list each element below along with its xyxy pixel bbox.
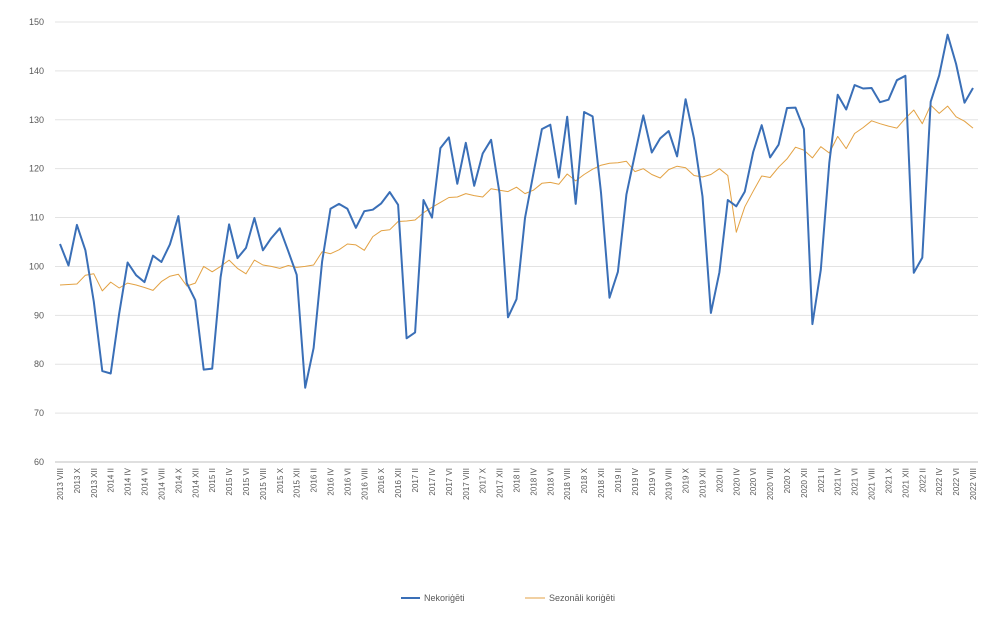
x-tick-label: 2018 X [580, 467, 589, 493]
x-tick-label: 2021 IV [834, 467, 843, 495]
legend-label-nekorigeti: Nekoriģēti [424, 593, 465, 603]
y-tick-label: 110 [30, 213, 44, 223]
x-tick-label: 2014 VIII [157, 468, 166, 500]
x-tick-label: 2017 IV [428, 467, 437, 495]
x-tick-label: 2022 VI [952, 468, 961, 496]
y-tick-label: 70 [34, 408, 44, 418]
x-tick-label: 2020 IV [732, 467, 741, 495]
y-tick-label: 140 [29, 66, 44, 76]
x-tick-label: 2016 X [377, 467, 386, 493]
y-axis-ticks: 60 70 80 90 100 110 120 130 140 150 [29, 17, 44, 467]
y-tick-label: 80 [34, 359, 44, 369]
y-tick-label: 150 [29, 17, 44, 27]
y-tick-label: 90 [34, 310, 44, 320]
x-tick-label: 2020 VIII [766, 468, 775, 500]
x-tick-label: 2013 XII [90, 468, 99, 498]
x-tick-label: 2022 IV [935, 467, 944, 495]
legend: Nekoriģēti Sezonāli koriģēti [401, 593, 615, 603]
x-tick-label: 2022 II [918, 468, 927, 492]
x-tick-label: 2021 VIII [868, 468, 877, 500]
x-tick-label: 2013 VIII [56, 468, 65, 500]
x-tick-label: 2020 II [715, 468, 724, 492]
x-tick-label: 2019 X [682, 467, 691, 493]
x-tick-label: 2017 II [411, 468, 420, 492]
x-tick-label: 2014 II [107, 468, 116, 492]
x-tick-label: 2017 X [479, 467, 488, 493]
x-tick-label: 2018 VI [546, 468, 555, 496]
x-tick-label: 2015 VI [242, 468, 251, 496]
y-tick-label: 60 [34, 457, 44, 467]
x-tick-label: 2014 IV [124, 467, 133, 495]
x-tick-label: 2015 X [276, 467, 285, 493]
x-tick-label: 2014 VI [141, 468, 150, 496]
x-tick-label: 2015 XII [293, 468, 302, 498]
x-axis-ticks: 2013 VIII 2013 X 2013 XII 2014 II 2014 IV 201… [56, 467, 978, 500]
x-tick-label: 2017 VI [445, 468, 454, 496]
x-tick-label: 2019 XII [698, 468, 707, 498]
legend-label-sezonali-korigeti: Sezonāli koriģēti [549, 593, 615, 603]
x-tick-label: 2014 XII [191, 468, 200, 498]
x-tick-label: 2016 XII [394, 468, 403, 498]
x-tick-label: 2016 II [310, 468, 319, 492]
x-tick-label: 2019 VI [648, 468, 657, 496]
x-tick-label: 2021 XII [901, 468, 910, 498]
y-tick-label: 130 [29, 115, 44, 125]
x-tick-label: 2020 VI [749, 468, 758, 496]
x-tick-label: 2019 VIII [665, 468, 674, 500]
x-tick-label: 2013 X [73, 467, 82, 493]
x-tick-label: 2014 X [174, 467, 183, 493]
x-tick-label: 2017 XII [496, 468, 505, 498]
x-tick-label: 2018 XII [597, 468, 606, 498]
x-tick-label: 2015 VIII [259, 468, 268, 500]
x-tick-label: 2021 II [817, 468, 826, 492]
x-tick-label: 2016 IV [327, 467, 336, 495]
x-tick-label: 2019 II [614, 468, 623, 492]
series-lines [59, 33, 974, 389]
series-line-sezonali-korigeti [59, 104, 974, 292]
x-tick-label: 2015 IV [225, 467, 234, 495]
x-tick-label: 2018 IV [529, 467, 538, 495]
x-tick-label: 2017 VIII [462, 468, 471, 500]
series-line-nekorigeti [59, 33, 974, 389]
x-tick-label: 2020 X [783, 467, 792, 493]
x-tick-label: 2020 XII [800, 468, 809, 498]
x-tick-label: 2016 VI [343, 468, 352, 496]
x-tick-label: 2021 VI [851, 468, 860, 496]
x-tick-label: 2018 VIII [563, 468, 572, 500]
x-tick-label: 2021 X [884, 467, 893, 493]
x-tick-label: 2015 II [208, 468, 217, 492]
y-tick-label: 100 [29, 261, 44, 271]
y-tick-label: 120 [29, 164, 44, 174]
gridlines [55, 21, 978, 463]
x-tick-label: 2019 IV [631, 467, 640, 495]
x-tick-label: 2016 VIII [360, 468, 369, 500]
x-tick-label: 2022 VIII [969, 468, 978, 500]
x-tick-label: 2018 II [513, 468, 522, 492]
